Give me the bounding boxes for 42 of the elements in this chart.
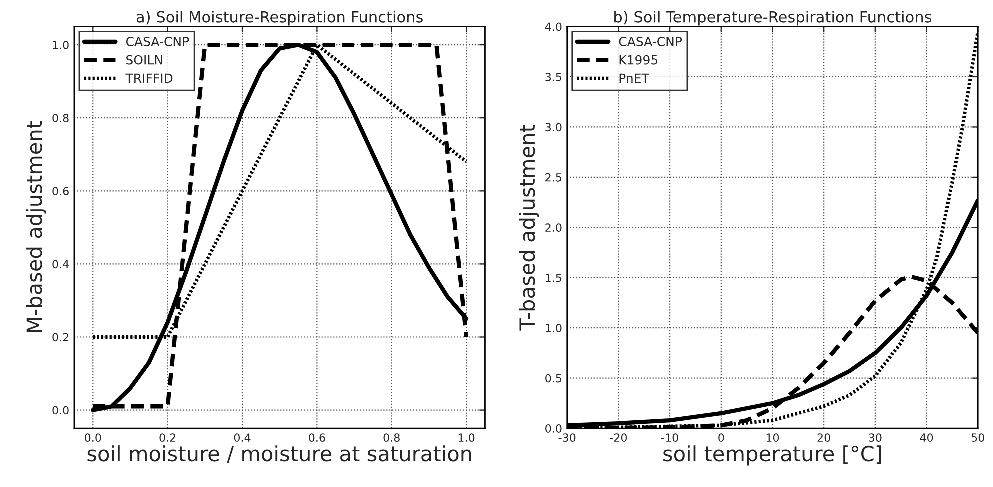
legend-label: K1995 (620, 55, 658, 65)
x-tick-label: 0.8 (384, 434, 400, 442)
chart-title: b) Soil Temperature-Respiration Functions (614, 11, 932, 26)
y-tick-label: 1.0 (546, 324, 562, 332)
y-tick-label: 0.0 (52, 406, 69, 415)
y-tick-label: 0.4 (52, 260, 69, 269)
x-tick-label: 0 (718, 434, 724, 442)
x-tick-label: 10 (766, 434, 780, 442)
y-tick-label: 4.0 (545, 22, 562, 32)
y-tick-label: 2.0 (546, 224, 562, 232)
legend-label: TRIFFID (126, 74, 173, 83)
x-tick-label: 0.2 (160, 434, 176, 442)
x-tick-label: 0.6 (309, 434, 326, 442)
x-tick-label: 40 (920, 434, 934, 442)
y-tick-label: 0.0 (546, 424, 562, 433)
x-tick-label: -10 (662, 434, 678, 442)
x-axis-title: soil moisture / moisture at saturation (88, 446, 472, 464)
x-tick-label: -20 (610, 434, 628, 442)
y-axis-title: M-based adjustment (26, 121, 46, 332)
x-tick-label: 50 (972, 434, 984, 442)
y-tick-label: 0.5 (546, 374, 562, 383)
y-axis-title: T-based adjustment (519, 125, 540, 331)
y-tick-label: 0.2 (52, 333, 68, 342)
x-tick-label: 0.0 (85, 434, 102, 442)
y-tick-label: 3.5 (546, 72, 562, 82)
y-tick-label: 1.5 (546, 274, 562, 282)
x-tick-label: 30 (869, 434, 882, 442)
y-tick-label: 3.0 (546, 123, 562, 132)
x-tick-label: 20 (818, 434, 830, 442)
legend-label: PnET (620, 74, 650, 83)
y-tick-label: 1.0 (53, 41, 69, 50)
legend-label: CASA-CNP (619, 37, 682, 46)
y-tick-label: 2.5 (546, 173, 562, 182)
legend-label: SOILN (126, 55, 162, 65)
y-tick-label: 0.6 (52, 187, 69, 196)
x-axis-title: soil temperature [°C] (664, 446, 882, 466)
x-tick-label: 1.0 (458, 434, 475, 442)
legend-label: CASA-CNP (126, 37, 190, 46)
y-tick-label: 0.8 (52, 114, 69, 122)
chart-title: a) Soil Moisture-Respiration Functions (136, 11, 423, 26)
x-tick-label: 0.4 (234, 434, 251, 442)
x-tick-label: -30 (558, 434, 576, 442)
